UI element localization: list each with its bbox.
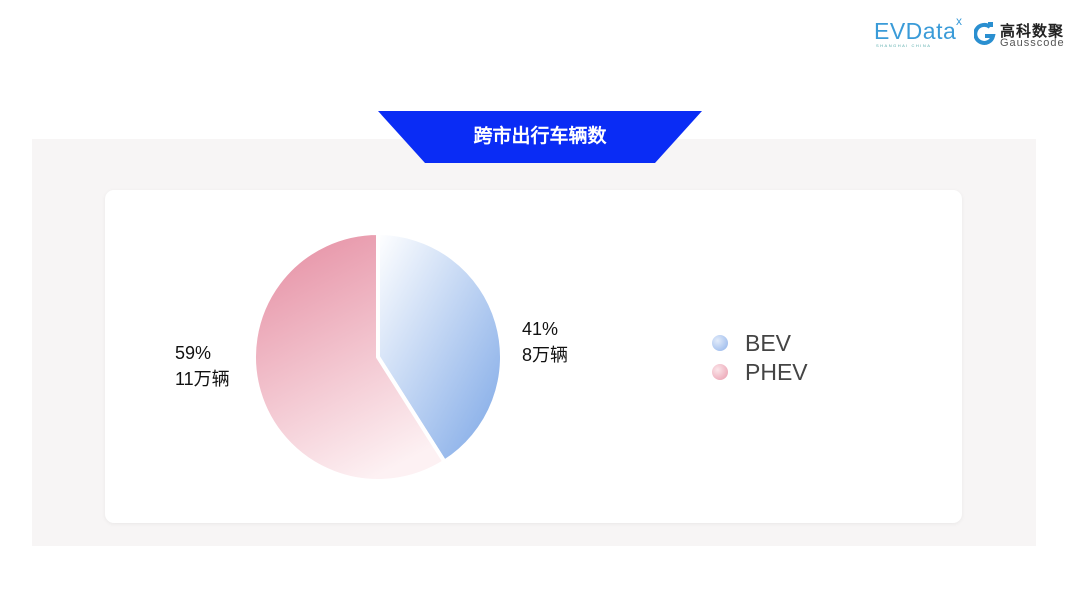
evdata-logo: EVData x SHANGHAI CHINA <box>874 14 962 48</box>
evdata-logo-sub: SHANGHAI CHINA <box>876 43 932 48</box>
legend-label-bev: BEV <box>745 329 792 356</box>
legend-item-bev: BEV <box>712 329 791 357</box>
bev-percent-label: 41% <box>522 319 559 339</box>
legend-marker-bev <box>712 335 728 351</box>
evdata-logo-mark: x <box>956 14 963 28</box>
phev-value-label: 11万辆 <box>175 369 230 389</box>
chart-title: 跨市出行车辆数 <box>473 126 607 147</box>
legend-label-phev: PHEV <box>745 358 808 385</box>
pie-slice-phev <box>252 231 447 483</box>
title-banner <box>378 111 702 163</box>
chart-card <box>105 190 962 523</box>
gausscode-cn: 高科数聚 <box>1000 23 1065 40</box>
phev-data-label: 59% 11万辆 <box>175 340 230 392</box>
phev-percent-label: 59% <box>175 343 212 363</box>
gausscode-logo-icon <box>974 22 996 45</box>
evdata-logo-text: EVData <box>874 18 957 44</box>
gausscode-en: Gausscode <box>1000 37 1065 49</box>
bev-value-label: 8万辆 <box>522 345 569 365</box>
legend-item-phev: PHEV <box>712 358 808 386</box>
bev-data-label: 41% 8万辆 <box>522 316 568 368</box>
legend-marker-phev <box>712 364 728 380</box>
